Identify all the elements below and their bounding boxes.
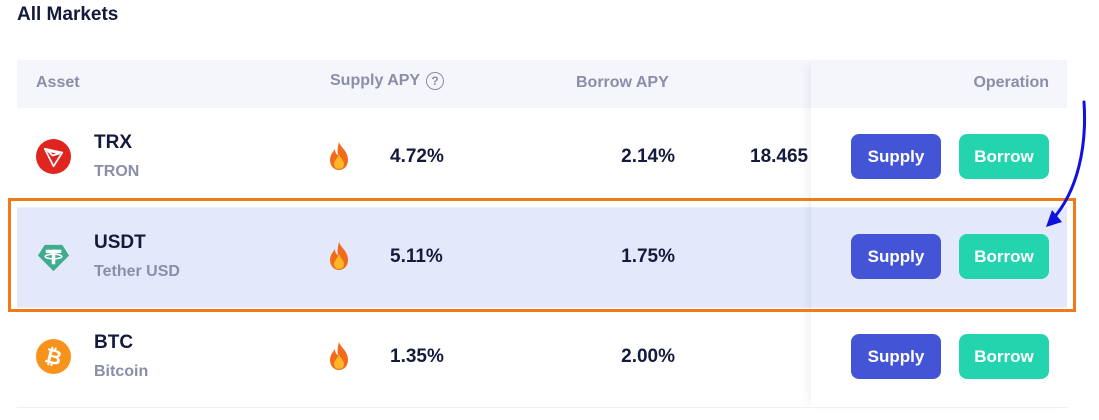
supply-button[interactable]: Supply [851, 234, 941, 279]
header-supply-apy: Supply APY ? [330, 72, 445, 90]
table-row[interactable]: ₿ BTC Bitcoin 1.35% 2.00% Supply Borrow [17, 308, 1067, 408]
asset-name: TRON [94, 163, 140, 180]
borrow-button[interactable]: Borrow [959, 334, 1049, 379]
table-header: Asset Supply APY ? Borrow APY Operation [17, 60, 1067, 108]
supply-button[interactable]: Supply [851, 334, 941, 379]
tether-icon [36, 239, 71, 274]
asset-symbol: TRX [94, 132, 132, 153]
bitcoin-icon: ₿ [36, 339, 71, 374]
header-asset: Asset [36, 74, 80, 91]
asset-name: Tether USD [94, 263, 180, 280]
svg-text:₿: ₿ [42, 345, 63, 370]
header-supply-apy-label: Supply APY [330, 72, 421, 89]
asset-symbol: BTC [94, 332, 134, 353]
help-icon[interactable]: ? [426, 72, 445, 90]
asset-symbol: USDT [94, 232, 146, 253]
page-title: All Markets [17, 4, 119, 25]
markets-table: Asset Supply APY ? Borrow APY Operation … [17, 60, 1067, 408]
fire-icon [326, 241, 352, 271]
operation-header-bg [811, 60, 1067, 108]
borrow-button[interactable]: Borrow [959, 134, 1049, 179]
supply-apy-value: 1.35% [390, 346, 444, 367]
borrow-apy-value: 2.00% [621, 346, 675, 367]
header-borrow-apy: Borrow APY [576, 74, 669, 91]
borrow-button[interactable]: Borrow [959, 234, 1049, 279]
fire-icon [326, 141, 352, 171]
fire-icon [326, 341, 352, 371]
table-row[interactable]: TRX TRON 4.72% 2.14% 18.465 Supply Borro… [17, 108, 1067, 208]
borrow-apy-value: 1.75% [621, 246, 675, 267]
header-operation: Operation [973, 74, 1049, 91]
table-row[interactable]: USDT Tether USD 5.11% 1.75% Supply Borro… [17, 208, 1067, 308]
tron-icon [36, 139, 71, 174]
borrow-apy-value: 2.14% [621, 146, 675, 167]
supply-button[interactable]: Supply [851, 134, 941, 179]
extra-value: 18.465 [750, 146, 809, 167]
asset-name: Bitcoin [94, 363, 149, 380]
supply-apy-value: 4.72% [390, 146, 444, 167]
supply-apy-value: 5.11% [390, 246, 443, 267]
